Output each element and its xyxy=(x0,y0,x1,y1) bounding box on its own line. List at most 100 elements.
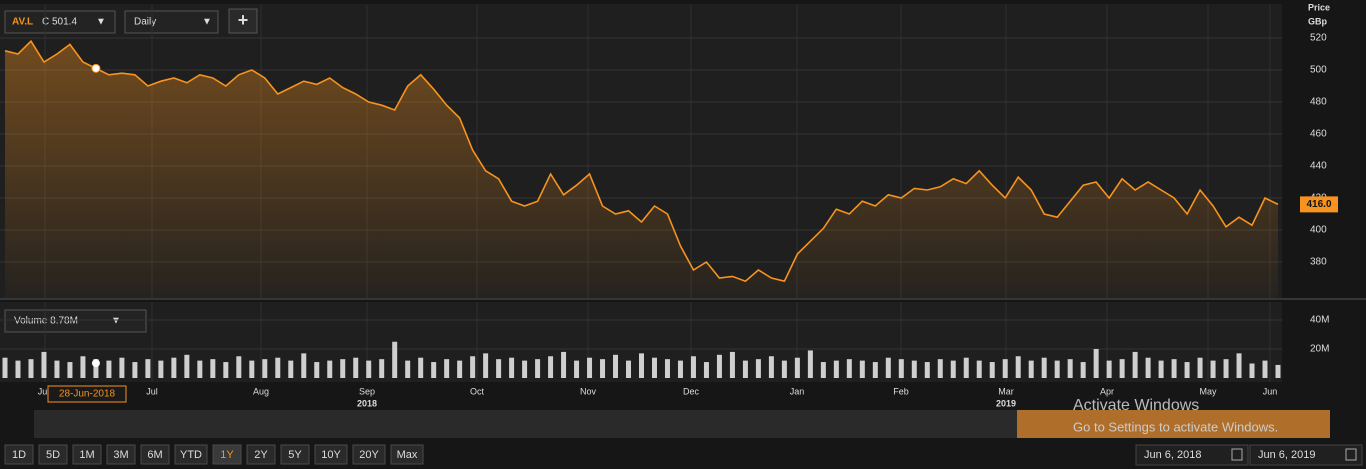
volume-bar xyxy=(846,359,852,378)
price-line xyxy=(4,39,1279,283)
date-input[interactable]: Jun 6, 2018 xyxy=(1135,444,1249,466)
button-bg xyxy=(4,444,34,465)
date: Jun 6, 2019 xyxy=(1258,449,1316,461)
volume-bar xyxy=(587,357,593,378)
button-bg xyxy=(38,444,68,465)
volume-bar xyxy=(496,359,502,378)
button-bg xyxy=(352,444,386,465)
volume-bar xyxy=(872,362,878,378)
volume-bar xyxy=(483,353,489,378)
x-tick-label: Jul xyxy=(146,386,158,396)
volume-bar xyxy=(470,356,476,378)
volume-bar xyxy=(535,359,541,378)
volume-bar xyxy=(262,359,268,378)
volume-bar xyxy=(249,360,255,378)
y-tick-label: 40M xyxy=(1310,315,1329,326)
volume-bar xyxy=(340,359,346,378)
range-button[interactable]: 6M xyxy=(140,444,170,465)
volume-bar xyxy=(457,360,463,378)
volume-bar xyxy=(898,359,904,378)
volume-bar xyxy=(820,362,826,378)
volume-bar xyxy=(664,359,670,378)
volume-bar xyxy=(989,362,995,378)
navigator-selection[interactable] xyxy=(1017,410,1330,438)
volume-bar xyxy=(885,357,891,378)
volume-bar xyxy=(41,351,47,378)
range-button[interactable]: 5Y xyxy=(280,444,310,465)
watermark-text: Go to Settings to activate Windows. xyxy=(1073,419,1278,434)
range-button[interactable]: 5D xyxy=(38,444,68,465)
range-button[interactable]: 1D xyxy=(4,444,34,465)
volume-bar xyxy=(1041,357,1047,378)
volume-bar xyxy=(833,360,839,378)
last-price: C 501.4 xyxy=(42,17,77,28)
volume-bar xyxy=(379,359,385,378)
symbol-box[interactable]: AV.L C 501.4 ▼ xyxy=(4,10,116,34)
range-button[interactable]: 20Y xyxy=(352,444,386,465)
cursor-dot xyxy=(91,63,101,73)
add-button[interactable]: + xyxy=(228,8,258,34)
volume-bar xyxy=(392,341,398,378)
input-bg xyxy=(1249,444,1363,466)
axis-title: Price xyxy=(1308,2,1330,12)
range-label: 1Y xyxy=(220,449,234,461)
x-tick-label: Jun xyxy=(1263,386,1278,396)
date-input[interactable]: Jun 6, 2019 xyxy=(1249,444,1363,466)
volume-bar xyxy=(1080,362,1086,378)
volume-bar xyxy=(639,353,644,378)
volume-bar xyxy=(807,350,813,378)
volume-bar xyxy=(924,362,930,378)
range-button[interactable]: 2Y xyxy=(246,444,276,465)
range-button[interactable]: 3M xyxy=(106,444,136,465)
range-button[interactable]: 1Y xyxy=(212,444,242,465)
volume-bar xyxy=(275,357,281,378)
volume-bar xyxy=(561,351,567,378)
volume-bar xyxy=(1236,353,1242,378)
volume-bar xyxy=(119,357,125,378)
axis-unit: GBp xyxy=(1308,16,1328,26)
volume-bar xyxy=(444,359,450,378)
cursor-date-box xyxy=(47,385,127,403)
range-label: 10Y xyxy=(321,449,341,461)
volume-bar xyxy=(1210,360,1216,378)
y-tick-label: 20M xyxy=(1310,344,1329,355)
x-tick-label: Feb xyxy=(893,386,909,396)
volume-bar xyxy=(223,362,229,378)
volume-bar xyxy=(677,360,683,378)
interval-select[interactable]: Daily ▼ xyxy=(124,10,219,34)
caret: ▼ xyxy=(96,17,106,28)
volume-bar xyxy=(145,359,151,378)
volume-bar xyxy=(963,357,969,378)
volume-bar xyxy=(768,356,774,378)
volume-bar xyxy=(1197,357,1203,378)
volume-bar xyxy=(15,360,21,378)
volume-bar xyxy=(1145,357,1151,378)
volume-cursor-dot xyxy=(91,359,100,368)
button-bg xyxy=(174,444,208,465)
y-tick-label: 480 xyxy=(1310,97,1327,108)
range-label: 20Y xyxy=(359,449,379,461)
y-tick-label: 520 xyxy=(1310,33,1327,44)
cursor-date: 28-Jun-2018 xyxy=(59,389,116,400)
range-button[interactable]: Max xyxy=(390,444,424,465)
year-label: 2018 xyxy=(357,398,377,408)
range-button[interactable]: YTD xyxy=(174,444,208,465)
volume-bar xyxy=(418,357,424,378)
volume-select[interactable]: Volume 8.78M ▼ xyxy=(4,309,147,333)
volume-bar xyxy=(703,362,709,378)
volume-bar xyxy=(1093,349,1099,378)
watermark-title: Activate Windows xyxy=(1073,397,1199,414)
x-tick-label: Apr xyxy=(1100,386,1114,396)
volume-bar xyxy=(28,359,34,378)
volume-bar xyxy=(781,360,787,378)
volume-bar xyxy=(132,362,138,378)
range-button[interactable]: 1M xyxy=(72,444,102,465)
y-tick-label: 500 xyxy=(1310,65,1327,76)
volume-bar xyxy=(210,359,216,378)
current-value-box xyxy=(1300,196,1338,213)
range-button[interactable]: 10Y xyxy=(314,444,348,465)
button-bg xyxy=(246,444,276,465)
range-label: 5Y xyxy=(288,449,302,461)
